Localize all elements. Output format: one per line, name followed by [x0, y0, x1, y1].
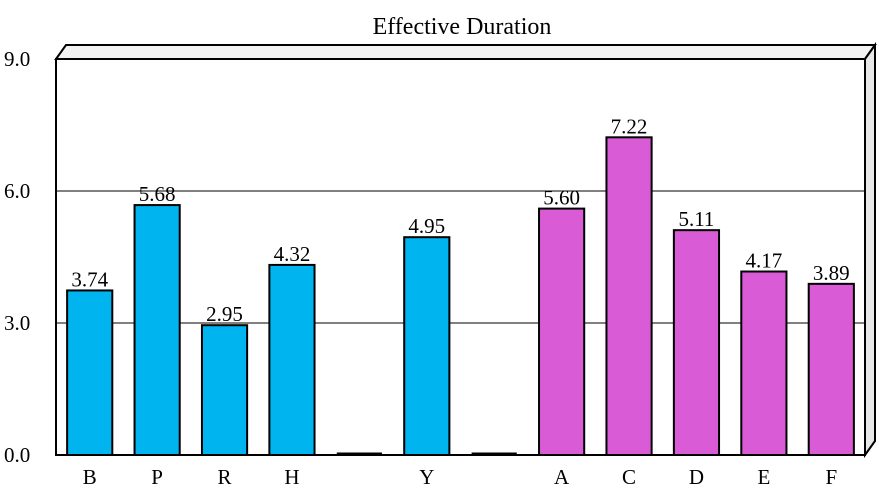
- y-tick-label: 3.0: [4, 311, 30, 335]
- value-labels: 3.74 5.68 2.95 4.32 4.95 5.60 7.22 5.11 4.17 3.89: [71, 114, 849, 326]
- x-tick-label-R: R: [218, 465, 232, 489]
- x-tick-label-E: E: [757, 465, 770, 489]
- bar-R: [200, 324, 249, 457]
- value-label-F: 3.89: [813, 261, 850, 285]
- value-label-P: 5.68: [139, 182, 176, 206]
- x-tick-label-F: F: [825, 465, 837, 489]
- x-tick-label-Y: Y: [419, 465, 434, 489]
- value-label-C: 7.22: [611, 114, 648, 138]
- bar-H: [268, 263, 316, 457]
- bar-Y: [403, 236, 451, 456]
- x-tick-label-C: C: [622, 465, 636, 489]
- x-tick-label-B: B: [83, 465, 97, 489]
- value-label-H: 4.32: [274, 242, 311, 266]
- value-label-A: 5.60: [543, 186, 580, 210]
- chart-title: Effective Duration: [373, 14, 552, 40]
- bar-A: [538, 207, 586, 456]
- x-tick-label-H: H: [284, 465, 299, 489]
- value-label-R: 2.95: [206, 302, 243, 326]
- x-tick-label-P: P: [151, 465, 163, 489]
- bar-B: [66, 289, 114, 456]
- bar-C: [605, 136, 653, 456]
- bar-P: [133, 204, 181, 456]
- y-tick-label: 9.0: [4, 47, 30, 71]
- gridlines: [56, 190, 865, 324]
- bar-E: [740, 270, 788, 456]
- y-tick-label: 0.0: [4, 443, 30, 467]
- value-label-D: 5.11: [678, 207, 714, 231]
- y-axis-ticks: 0.0 3.0 6.0 9.0: [4, 47, 30, 467]
- plot-area: [55, 58, 866, 456]
- x-tick-label-A: A: [554, 465, 570, 489]
- bar-F: [807, 282, 855, 456]
- value-label-B: 3.74: [71, 267, 108, 291]
- frame-side-face: [864, 41, 876, 459]
- value-label-Y: 4.95: [408, 214, 445, 238]
- y-tick-label: 6.0: [4, 179, 30, 203]
- bars: [66, 136, 855, 457]
- value-label-E: 4.17: [746, 249, 783, 273]
- frame-top-face: [54, 44, 877, 60]
- bar-D: [672, 229, 721, 456]
- x-tick-label-D: D: [689, 465, 704, 489]
